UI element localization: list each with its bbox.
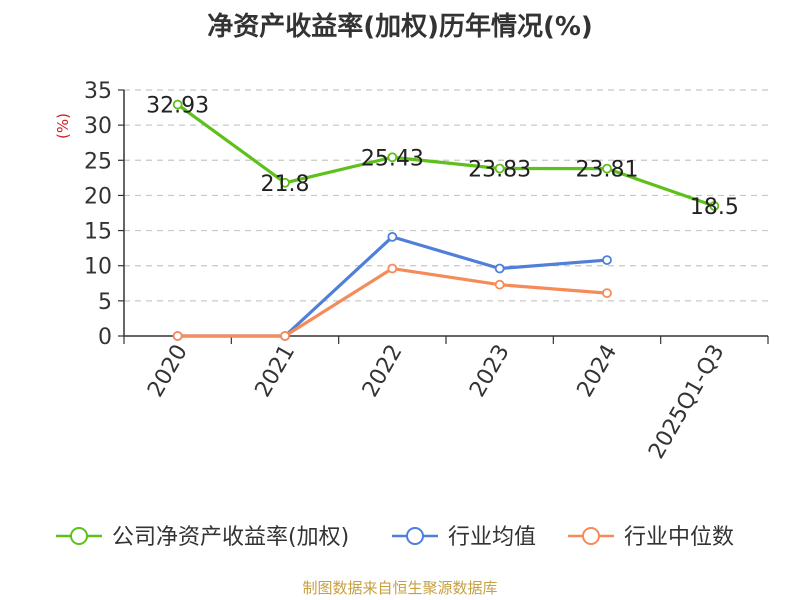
data-point <box>172 99 183 110</box>
data-point <box>602 163 612 174</box>
chart-title: 净资产收益率(加权)历年情况(%) <box>207 12 593 42</box>
data-point <box>494 163 505 174</box>
grid-lines <box>124 89 768 302</box>
x-tick-label: 2025Q1-Q3 <box>644 341 729 464</box>
y-tick-label: 20 <box>84 184 112 209</box>
legend[interactable]: 公司净资产收益率(加权) 行业均值 行业中位数 <box>56 525 734 550</box>
data-point <box>387 152 398 163</box>
x-tick-label: 2022 <box>358 341 408 402</box>
data-label: 32.93 <box>146 94 209 119</box>
x-tick-label: 2021 <box>251 341 301 402</box>
y-tick-label: 0 <box>98 325 112 350</box>
y-tick-label: 25 <box>84 149 112 174</box>
y-tick-label: 30 <box>84 114 112 139</box>
legend-item[interactable]: 行业均值 <box>392 525 536 550</box>
y-tick-label: 10 <box>84 255 112 280</box>
data-point <box>709 201 720 211</box>
series-line <box>176 102 716 208</box>
data-label: 23.83 <box>468 158 531 183</box>
legend-label: 行业中位数 <box>624 525 734 550</box>
legend-marker <box>406 527 424 545</box>
data-point <box>280 331 290 341</box>
legend-item[interactable]: 行业中位数 <box>568 525 734 550</box>
data-point <box>494 263 505 274</box>
data-point <box>387 263 398 274</box>
x-tick-label: 2024 <box>573 341 623 402</box>
y-tick-label: 15 <box>84 220 112 245</box>
data-point <box>602 255 612 265</box>
data-point <box>280 177 290 188</box>
legend-marker <box>582 527 600 545</box>
data-label: 25.43 <box>361 146 424 171</box>
data-label: 18.5 <box>690 195 739 220</box>
series-lines <box>172 99 720 341</box>
data-labels: 32.93 21.8 25.43 23.83 23.81 18.5 <box>146 94 739 220</box>
data-point <box>494 279 505 290</box>
legend-item[interactable]: 公司净资产收益率(加权) <box>56 525 349 550</box>
x-tick-label: 2020 <box>143 341 193 402</box>
legend-marker <box>70 527 88 545</box>
data-point <box>172 331 183 341</box>
y-axis-label: (%) <box>54 113 72 139</box>
y-tick-label: 35 <box>84 79 112 104</box>
legend-label: 行业均值 <box>448 525 536 550</box>
data-point <box>602 288 612 299</box>
series-line <box>176 266 609 338</box>
y-tick-label: 5 <box>98 290 112 315</box>
legend-label: 公司净资产收益率(加权) <box>112 525 349 550</box>
series-line <box>176 235 609 338</box>
data-label: 21.8 <box>261 172 310 197</box>
data-source-note: 制图数据来自恒生聚源数据库 <box>302 579 498 597</box>
data-point <box>387 231 398 242</box>
x-tick-label: 2023 <box>465 340 515 401</box>
data-label: 23.81 <box>576 158 639 183</box>
